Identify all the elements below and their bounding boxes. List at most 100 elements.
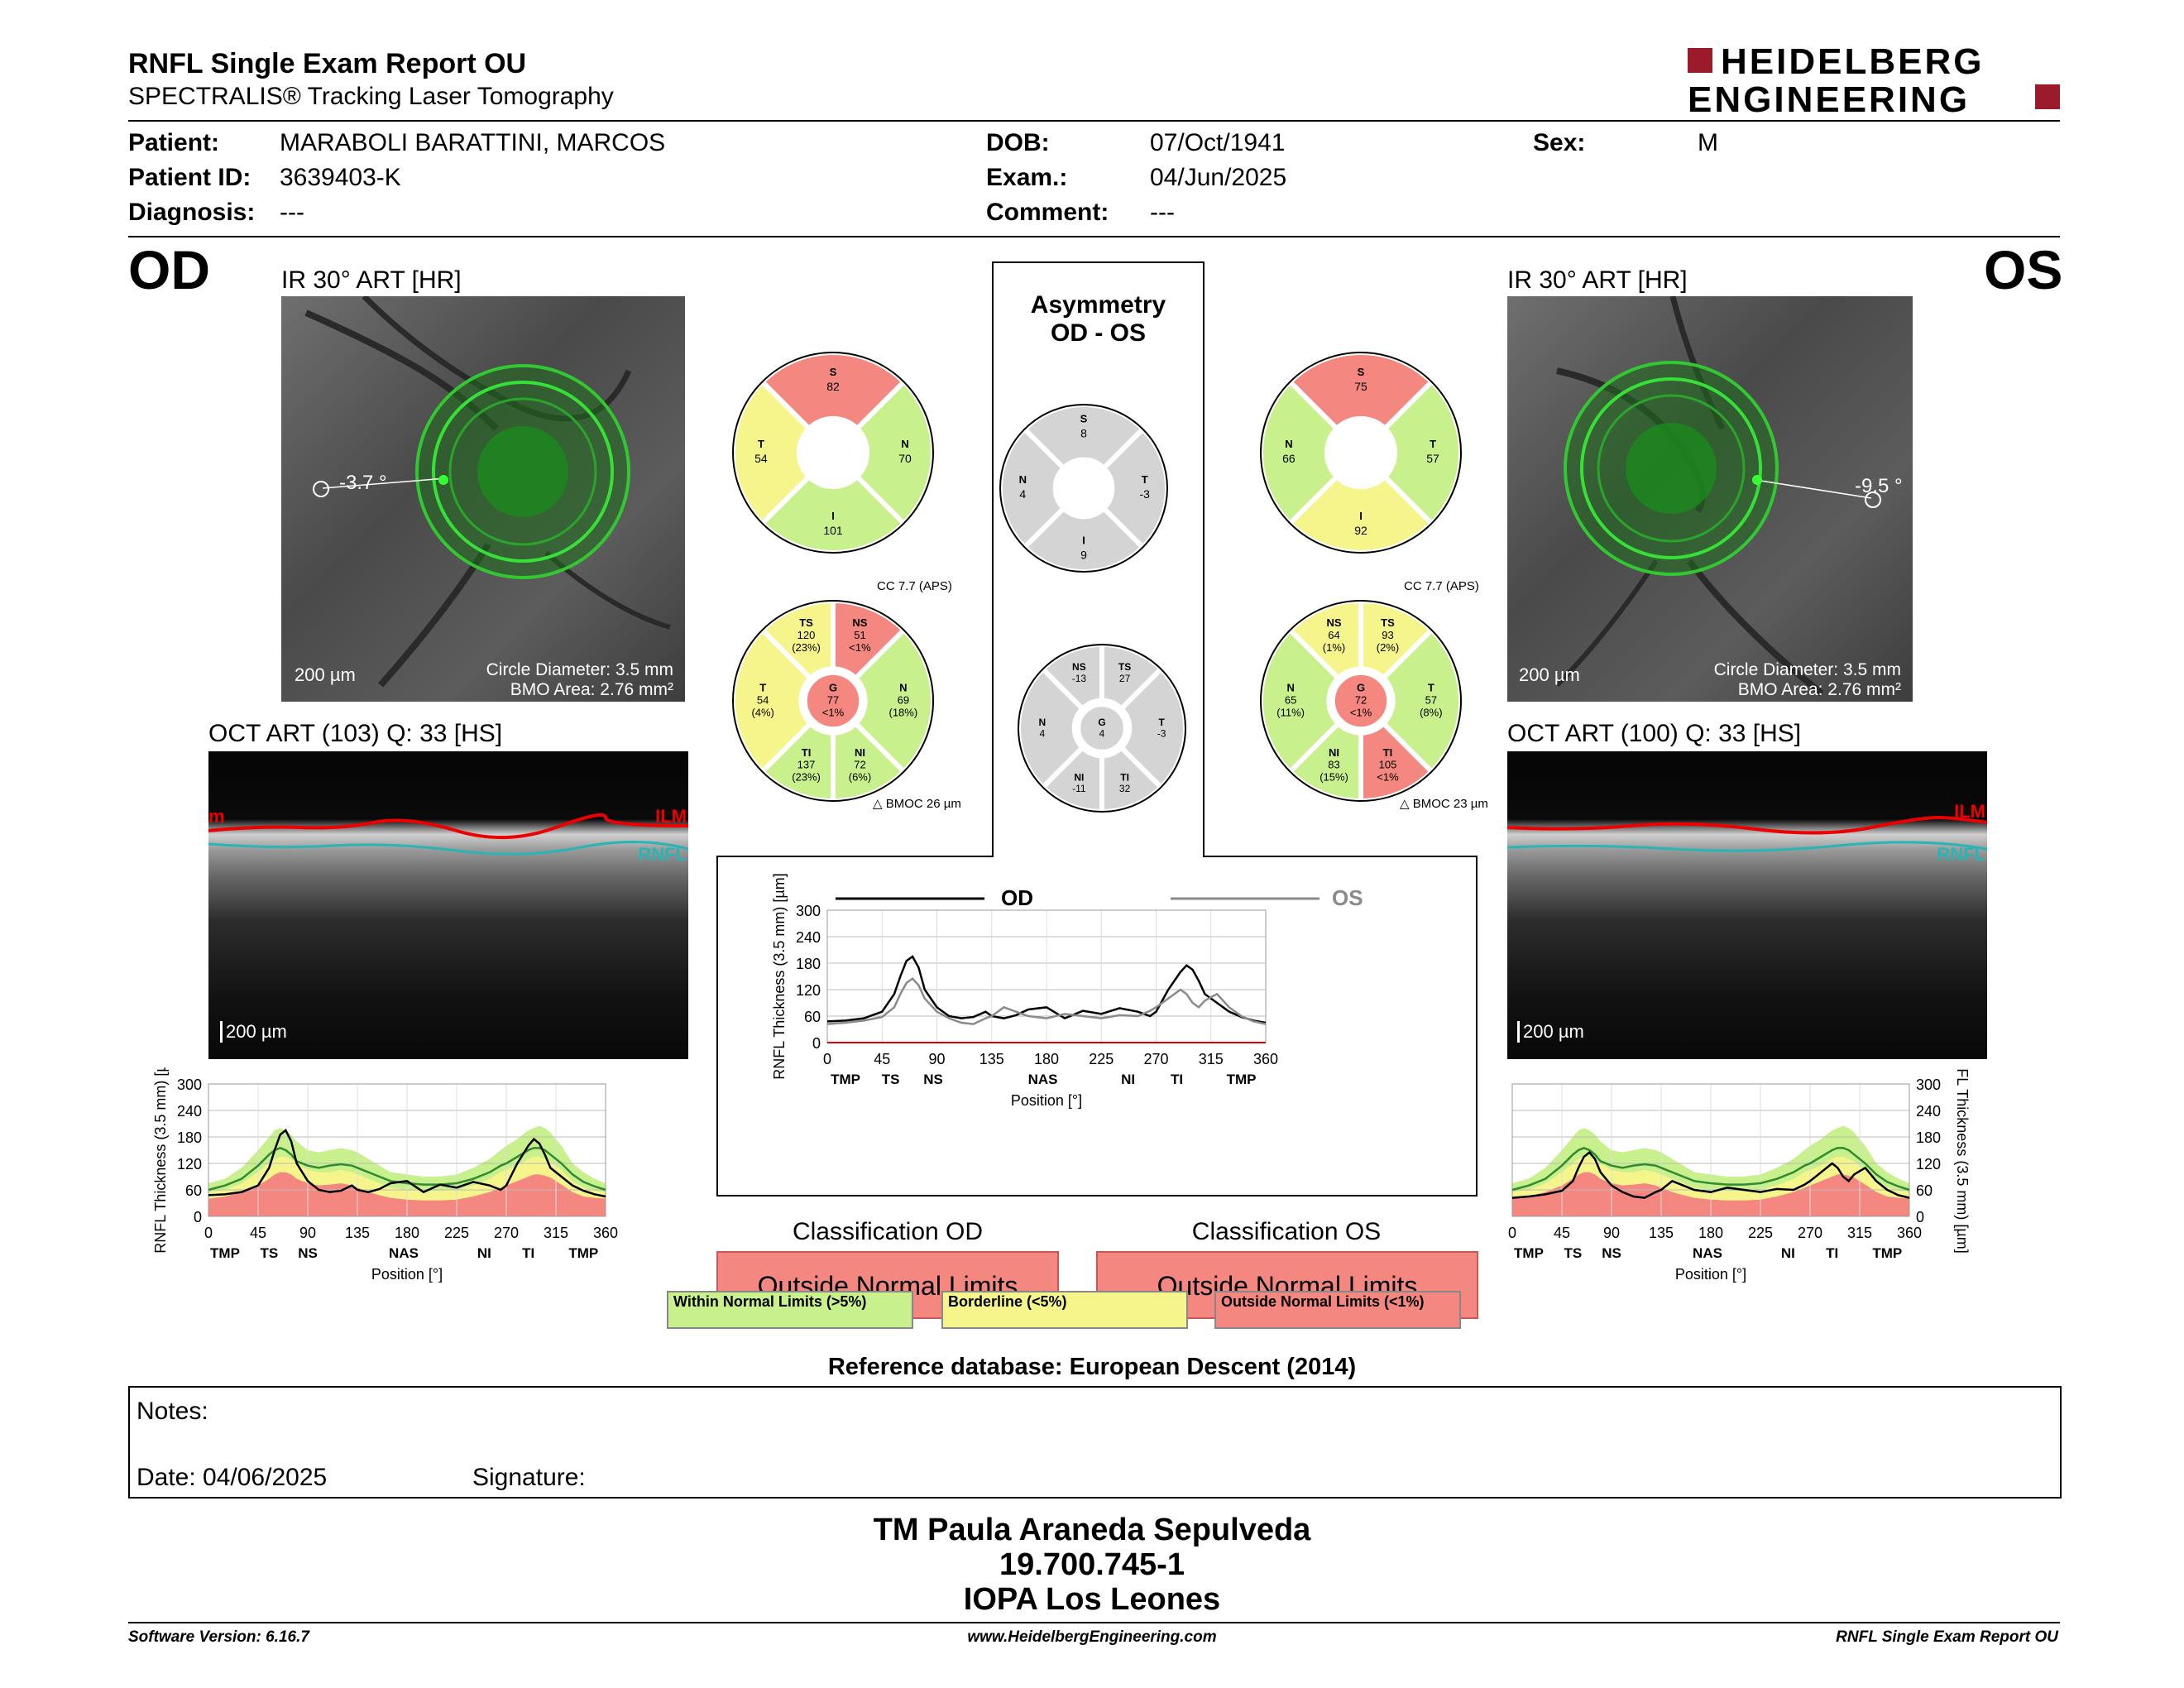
sector-text-ni: NI [1074, 771, 1084, 783]
reference-database: Reference database: European Descent (20… [827, 1354, 1357, 1380]
patient-id: 3639403-K [280, 164, 401, 191]
os-bmo-area: BMO Area: 2.76 mm² [1737, 680, 1901, 699]
sector-text-ti: TI [1120, 771, 1129, 783]
x-tick-label: 225 [444, 1225, 469, 1241]
region-label: TMP [831, 1072, 860, 1087]
y-tick-label: 120 [177, 1156, 202, 1172]
region-label: NAS [1028, 1072, 1058, 1087]
x-tick-label: 315 [1847, 1225, 1872, 1241]
sector-text-ni: (15%) [1320, 771, 1348, 784]
sector-text-t: T [759, 681, 766, 693]
x-tick-label: 135 [979, 1051, 1004, 1067]
sector-text-ts: 93 [1382, 629, 1393, 641]
region-label: TMP [568, 1245, 598, 1261]
region-label: NS [923, 1072, 943, 1087]
x-tick-label: 180 [395, 1225, 419, 1241]
sector-text-ti: TI [1383, 746, 1393, 759]
dob-label: DOB: [986, 129, 1050, 156]
sector-text-ti: <1% [1377, 771, 1399, 784]
sector-label-n: N [901, 438, 908, 450]
sector-text-n: N [1286, 681, 1294, 693]
od-ir-title: IR 30° ART [HR] [281, 266, 462, 294]
os-classification-title: Classification OS [1191, 1218, 1382, 1245]
notes-box[interactable]: Notes: Date: 04/06/2025 Signature: [128, 1386, 2062, 1499]
sector-text-g: <1% [1350, 706, 1372, 718]
x-tick-label: 360 [1253, 1051, 1278, 1067]
signer-institution: IOPA Los Leones [963, 1582, 1221, 1617]
sector-text-ns: 51 [854, 629, 865, 641]
sector-value-s: 75 [1354, 380, 1367, 393]
os-angle: -9.5 ° [1855, 475, 1903, 497]
od-eye-label: OD [128, 239, 210, 300]
od-cc-label: CC 7.7 (APS) [877, 579, 952, 593]
sector-g [1332, 672, 1390, 730]
os-circle-diameter: Circle Diameter: 3.5 mm [1713, 660, 1901, 679]
sector-text-g: <1% [822, 706, 845, 718]
sector-text-ns: -13 [1072, 673, 1087, 684]
od-ir-scale: 200 µm [295, 664, 356, 685]
sector-text-ts: (23%) [792, 641, 821, 654]
sector-text-ns: <1% [849, 641, 871, 654]
x-tick-label: 180 [1698, 1225, 1723, 1241]
asymmetry-quadrant-sector-chart: S 8 N4 I 9 T-3 [998, 402, 1170, 574]
series-measured [1511, 1150, 1910, 1199]
region-label: TI [1826, 1245, 1838, 1261]
od-bmoc-label: △ BMOC 26 µm [873, 797, 961, 811]
x-tick-label: 45 [1554, 1225, 1570, 1241]
os-eye-label: OS [1984, 239, 2063, 300]
od-quadrant-sector-chart: S 82 T 54 I 101 N 70 [730, 350, 936, 555]
od-oct-scale: 200 µm [220, 1021, 287, 1043]
sector-outline [999, 404, 1168, 573]
x-tick-label: 270 [494, 1225, 519, 1241]
sector-label-s: S [1080, 412, 1088, 424]
comment-value: --- [1150, 199, 1175, 226]
report-subtitle: SPECTRALIS® Tracking Laser Tomography [128, 83, 614, 110]
x-tick-label: 315 [1199, 1051, 1224, 1067]
y-tick-label: 240 [796, 929, 821, 946]
y-tick-label: 60 [185, 1182, 202, 1199]
sector-label-i: I [1359, 510, 1363, 522]
series-os [826, 977, 1267, 1025]
series-mean [1511, 1146, 1910, 1192]
sector-g [1078, 704, 1126, 752]
y-tick-label: 300 [796, 903, 821, 919]
sector-label-s: S [1358, 366, 1365, 378]
sector-text-n: 69 [898, 693, 909, 706]
diagnosis-label: Diagnosis: [128, 199, 256, 226]
y-axis-label: RNFL Thickness (3.5 mm) [µm] [1954, 1067, 1971, 1254]
od-angle: -3.7 ° [339, 472, 387, 494]
sector-value-i: 101 [823, 524, 843, 537]
od-classification-title: Classification OD [792, 1218, 984, 1245]
diagnosis-value: --- [280, 199, 304, 226]
sector-text-g: 77 [827, 693, 839, 706]
sector-text-ni: -11 [1072, 783, 1086, 794]
os-ir-title: IR 30° ART [HR] [1507, 266, 1688, 294]
y-tick-label: 0 [1916, 1209, 1924, 1225]
exam-label: Exam.: [986, 164, 1068, 191]
sector-value-t: -3 [1139, 487, 1150, 501]
region-label: TS [1564, 1245, 1582, 1261]
heidelberg-logo: HEIDELBERG ENGINEERING [1688, 41, 2064, 120]
sector-text-ts: 120 [797, 629, 816, 641]
od-circle-diameter: Circle Diameter: 3.5 mm [486, 660, 673, 679]
sector-text-ti: 32 [1119, 783, 1131, 794]
region-label: NS [298, 1245, 318, 1261]
os-bmoc-label: △ BMOC 23 µm [1400, 797, 1488, 811]
sector-text-ns: NS [852, 616, 867, 629]
x-tick-label: 360 [593, 1225, 618, 1241]
website-link[interactable]: www.HeidelbergEngineering.com [967, 1628, 1217, 1646]
footer-report-name: RNFL Single Exam Report OU [1836, 1628, 2058, 1646]
sector-value-i: 92 [1354, 524, 1367, 537]
patient-name: MARABOLI BARATTINI, MARCOS [280, 129, 666, 156]
sector-label-s: S [830, 366, 837, 378]
asymmetry-thickness-chart: 0 60 120 180 240 300 0 45 90 135 180 225 270 315 360 TM… [771, 873, 1363, 1109]
sector-text-ts: 27 [1119, 673, 1131, 684]
sector-text-g: G [1098, 717, 1105, 728]
region-label: TI [1171, 1072, 1183, 1087]
sector-label-n: N [1019, 473, 1027, 486]
signer-name: TM Paula Araneda Sepulveda [873, 1513, 1311, 1547]
sector-text-g: 4 [1099, 728, 1105, 740]
y-tick-label: 300 [177, 1077, 202, 1093]
sector-label-i: I [1082, 535, 1085, 547]
sector-label-t: T [1430, 438, 1436, 450]
